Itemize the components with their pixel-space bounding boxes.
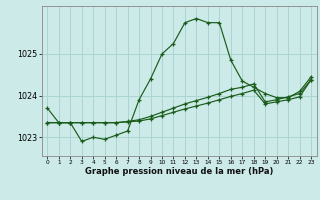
X-axis label: Graphe pression niveau de la mer (hPa): Graphe pression niveau de la mer (hPa) — [85, 167, 273, 176]
